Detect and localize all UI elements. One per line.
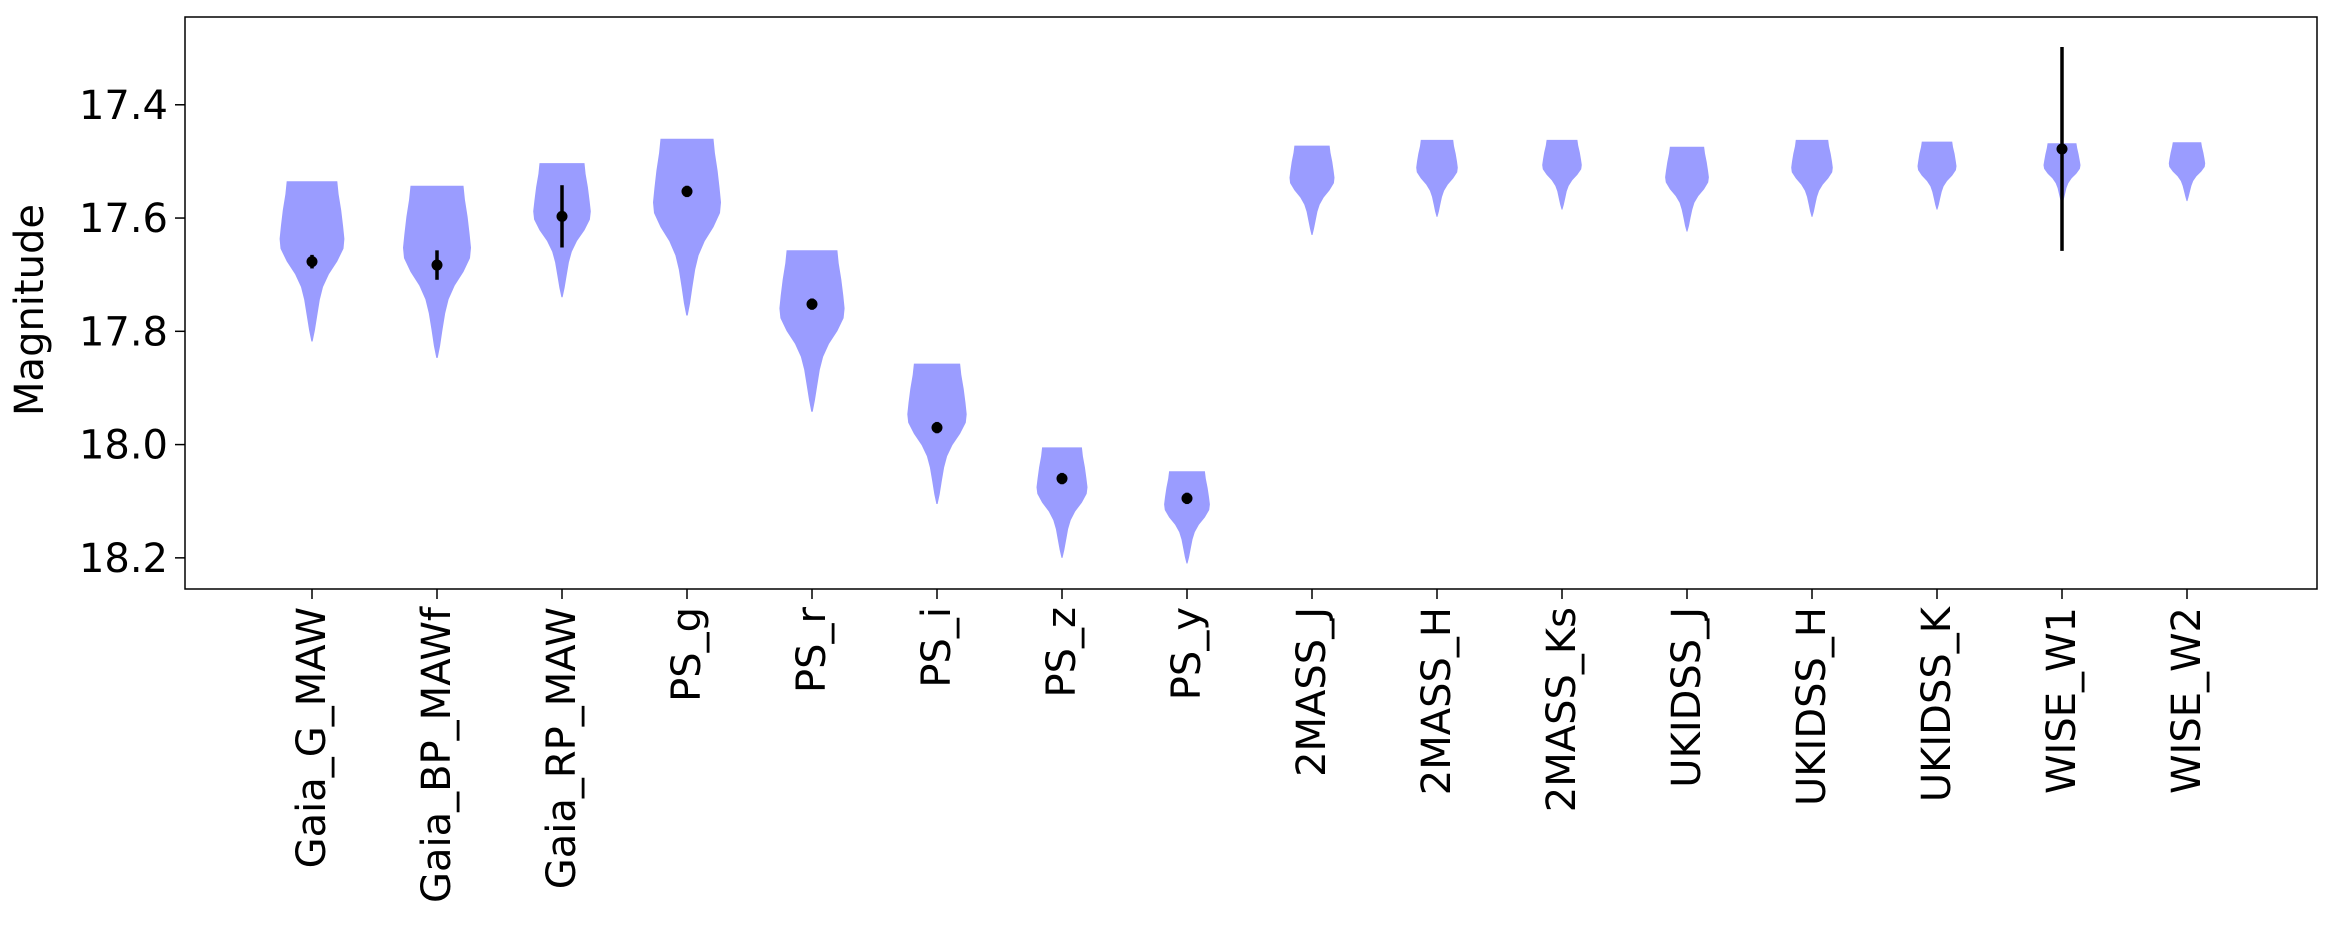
x-tick-label: UKIDSS_H — [1789, 607, 1835, 806]
y-tick-label: 18.0 — [79, 423, 168, 469]
x-tick-label: PS_r — [789, 606, 835, 693]
violin-PS_y — [1164, 471, 1210, 564]
plot-frame — [184, 16, 2318, 590]
violins-layer — [279, 138, 2206, 564]
point-PS_r — [806, 298, 818, 310]
x-tick-label: WISE_W2 — [2164, 607, 2210, 794]
x-tick-label: PS_y — [1164, 607, 1210, 700]
point-Gaia_BP_MAWf — [431, 259, 443, 271]
violin-WISE_W2 — [2168, 142, 2206, 202]
x-axis: Gaia_G_MAW Gaia_BP_MAWf Gaia_RP_MAW PS_g PS_… — [289, 589, 2210, 903]
y-axis-label: Magnitude — [7, 204, 53, 416]
point-Gaia_G_MAW — [306, 256, 318, 268]
violin-PS_g — [653, 138, 721, 316]
y-tick-label: 18.2 — [79, 536, 168, 582]
x-tick-label: Gaia_RP_MAW — [539, 607, 585, 889]
y-axis: 17.4 17.6 17.8 18.0 18.2 — [79, 83, 185, 582]
violin-PS_i — [907, 363, 967, 504]
x-tick-label: PS_g — [664, 607, 710, 702]
violin-2MASS_H — [1416, 139, 1458, 217]
x-tick-label: 2MASS_H — [1414, 607, 1460, 795]
point-PS_y — [1181, 492, 1193, 504]
x-tick-label: PS_z — [1039, 607, 1085, 698]
violin-UKIDSS_K — [1917, 141, 1957, 210]
x-tick-label: WISE_W1 — [2039, 607, 2085, 794]
x-tick-label: Gaia_BP_MAWf — [414, 606, 460, 903]
x-tick-label: UKIDSS_K — [1914, 605, 1960, 802]
point-PS_z — [1056, 473, 1068, 485]
x-tick-label: PS_i — [914, 607, 960, 688]
violin-PS_r — [779, 250, 845, 412]
violin-UKIDSS_H — [1791, 139, 1833, 217]
y-tick-label: 17.4 — [79, 83, 168, 129]
violin-UKIDSS_J — [1665, 146, 1709, 232]
violin-2MASS_J — [1289, 145, 1335, 235]
point-PS_i — [931, 422, 943, 434]
x-tick-label: Gaia_G_MAW — [289, 607, 335, 868]
x-tick-label: 2MASS_Ks — [1539, 607, 1585, 812]
point-WISE_W1 — [2056, 143, 2068, 155]
x-tick-label: 2MASS_J — [1289, 607, 1335, 777]
point-Gaia_RP_MAW — [556, 210, 568, 222]
y-tick-label: 17.8 — [79, 309, 168, 355]
markers-layer — [306, 47, 2068, 505]
violin-2MASS_Ks — [1542, 139, 1582, 210]
point-PS_g — [681, 185, 693, 197]
x-tick-label: UKIDSS_J — [1664, 607, 1710, 788]
violin-PS_z — [1036, 447, 1088, 558]
y-tick-label: 17.6 — [79, 196, 168, 242]
